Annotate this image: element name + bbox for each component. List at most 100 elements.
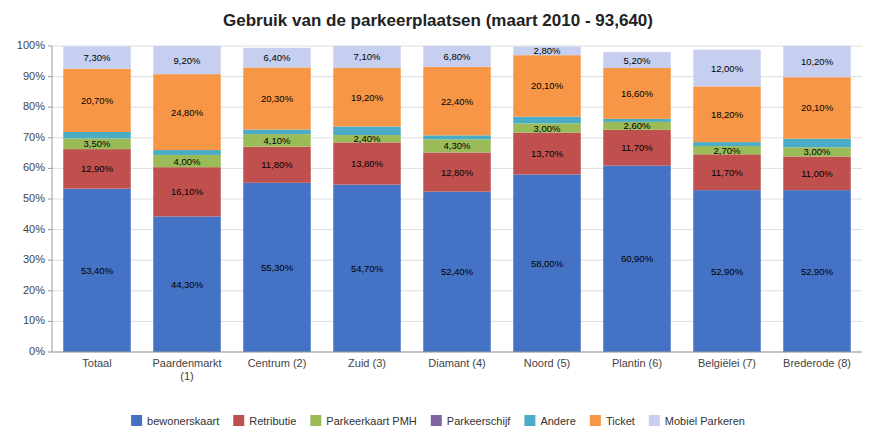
data-label: 20,10% — [531, 80, 564, 91]
y-axis-line — [52, 46, 53, 352]
data-label: 44,30% — [171, 279, 204, 290]
bar — [333, 185, 401, 352]
y-tick — [48, 199, 52, 200]
bar — [153, 167, 221, 216]
y-tick — [48, 352, 52, 353]
bar — [63, 69, 131, 132]
bar — [333, 68, 401, 127]
legend-item: bewonerskaart — [131, 415, 219, 427]
data-label: 16,10% — [171, 186, 204, 197]
x-tick-label: Zuid (3) — [348, 357, 386, 369]
bar — [243, 134, 311, 147]
bar — [63, 149, 131, 188]
data-label: 18,20% — [711, 109, 744, 120]
bar — [243, 48, 311, 68]
x-tick-label: Brederode (8) — [783, 357, 851, 369]
legend-swatch — [431, 415, 442, 426]
bar — [513, 175, 581, 352]
data-label: 16,60% — [621, 88, 654, 99]
bar — [423, 46, 491, 67]
x-tick-label: Totaal — [82, 357, 111, 369]
bar — [63, 46, 131, 68]
data-label: 2,70% — [714, 145, 741, 156]
bar — [603, 130, 671, 166]
data-label: 24,80% — [171, 107, 204, 118]
series — [63, 166, 851, 352]
legend-item: Ticket — [590, 415, 635, 427]
legend-label: Mobiel Parkeren — [665, 415, 745, 427]
y-tick-label: 30% — [23, 253, 45, 265]
legend-item: Parkeerschijf — [431, 415, 512, 427]
bar — [63, 189, 131, 352]
y-tick-label: 90% — [23, 70, 45, 82]
data-label: 12,80% — [441, 167, 474, 178]
data-label: 52,90% — [711, 266, 744, 277]
x-tick-label: Belgiëlei (7) — [698, 357, 756, 369]
x-tick-label-line: Totaal — [82, 357, 111, 369]
x-axis: TotaalPaardenmarkt(1)Centrum (2)Zuid (3)… — [52, 352, 862, 382]
bar — [693, 154, 761, 190]
data-label: 58,00% — [531, 258, 564, 269]
data-label: 20,30% — [261, 93, 294, 104]
x-tick-label-line: Paardenmarkt — [152, 357, 221, 369]
title: Gebruik van de parkeerplaatsen (maart 20… — [223, 11, 653, 30]
data-label: 20,10% — [801, 102, 834, 113]
legend-item: Andere — [524, 415, 575, 427]
data-label: 13,80% — [351, 158, 384, 169]
x-tick-label: Diamant (4) — [428, 357, 485, 369]
series — [63, 46, 851, 86]
legend-swatch — [649, 415, 660, 426]
data-label: 11,00% — [801, 168, 833, 179]
legend-swatch — [310, 415, 321, 426]
data-label: 19,20% — [351, 92, 384, 103]
data-label: 11,80% — [261, 159, 293, 170]
bar — [693, 190, 761, 352]
data-labels: 53,40%44,30%55,30%54,70%52,40%58,00%60,9… — [81, 45, 834, 289]
bar — [333, 46, 401, 68]
legend-label: Andere — [540, 415, 575, 427]
bar — [423, 135, 491, 139]
data-label: 53,40% — [81, 265, 114, 276]
x-tick-label-line: Noord (5) — [524, 357, 570, 369]
bar — [243, 183, 311, 352]
y-tick-label: 20% — [23, 284, 45, 296]
bar — [513, 123, 581, 132]
bar — [423, 139, 491, 152]
y-tick — [48, 107, 52, 108]
bar — [783, 156, 851, 190]
x-tick-label-line: (1) — [180, 370, 193, 382]
data-label: 60,90% — [621, 253, 654, 264]
bar — [153, 155, 221, 167]
data-label: 5,20% — [624, 55, 651, 66]
data-label: 6,40% — [264, 52, 291, 63]
y-tick-label: 40% — [23, 223, 45, 235]
legend-label: Ticket — [606, 415, 635, 427]
data-label: 4,30% — [444, 140, 471, 151]
data-label: 54,70% — [351, 263, 384, 274]
bars — [63, 46, 851, 352]
y-tick-label: 100% — [17, 39, 45, 51]
bar — [63, 138, 131, 149]
y-tick-label: 10% — [23, 314, 45, 326]
bar — [243, 147, 311, 183]
y-tick — [48, 229, 52, 230]
bar — [513, 55, 581, 117]
bar — [603, 166, 671, 352]
legend-label: Parkeerschijf — [447, 415, 512, 427]
bar — [693, 86, 761, 142]
data-label: 9,20% — [174, 55, 201, 66]
x-axis-line — [52, 352, 862, 353]
data-label: 3,00% — [804, 146, 831, 157]
legend-swatch — [590, 415, 601, 426]
data-label: 13,70% — [531, 148, 564, 159]
bar — [153, 216, 221, 352]
data-label: 4,00% — [174, 156, 201, 167]
legend-swatch — [233, 415, 244, 426]
bar — [243, 130, 311, 135]
bar — [153, 74, 221, 150]
data-label: 11,70% — [621, 142, 653, 153]
legend-item: Mobiel Parkeren — [649, 415, 745, 427]
bar — [783, 77, 851, 139]
y-tick — [48, 290, 52, 291]
grid — [52, 46, 862, 352]
